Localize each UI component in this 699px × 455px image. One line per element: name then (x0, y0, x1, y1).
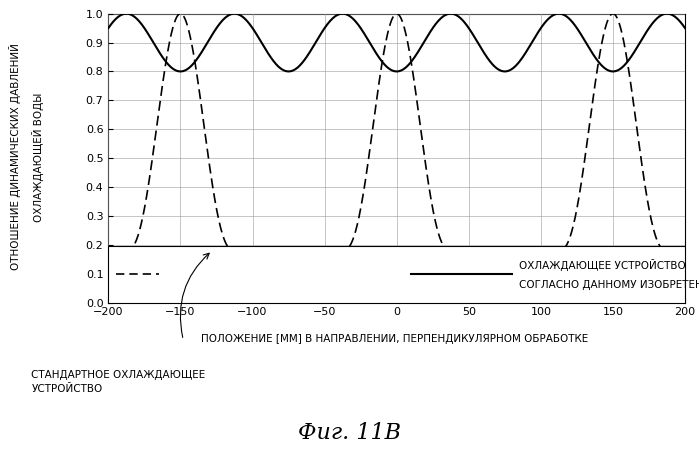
Text: Фиг. 11В: Фиг. 11В (298, 422, 401, 444)
Text: СОГЛАСНО ДАННОМУ ИЗОБРЕТЕНИЮ: СОГЛАСНО ДАННОМУ ИЗОБРЕТЕНИЮ (519, 280, 699, 290)
Bar (108, 246, 685, 303)
Text: ОХЛАЖДАЮЩЕЕ УСТРОЙСТВО: ОХЛАЖДАЮЩЕЕ УСТРОЙСТВО (519, 259, 686, 271)
Text: ОХЛАЖДАЮЩЕЙ ВОДЫ: ОХЛАЖДАЮЩЕЙ ВОДЫ (32, 92, 45, 222)
Text: УСТРОЙСТВО: УСТРОЙСТВО (31, 384, 103, 394)
Text: ПОЛОЖЕНИЕ [ММ] В НАПРАВЛЕНИИ, ПЕРПЕНДИКУЛЯРНОМ ОБРАБОТКЕ: ПОЛОЖЕНИЕ [ММ] В НАПРАВЛЕНИИ, ПЕРПЕНДИКУ… (201, 334, 589, 344)
Text: ОТНОШЕНИЕ ДИНАМИЧЕСКИХ ДАВЛЕНИЙ: ОТНОШЕНИЕ ДИНАМИЧЕСКИХ ДАВЛЕНИЙ (9, 44, 22, 270)
Text: СТАНДАРТНОЕ ОХЛАЖДАЮЩЕЕ: СТАНДАРТНОЕ ОХЛАЖДАЮЩЕЕ (31, 370, 206, 380)
